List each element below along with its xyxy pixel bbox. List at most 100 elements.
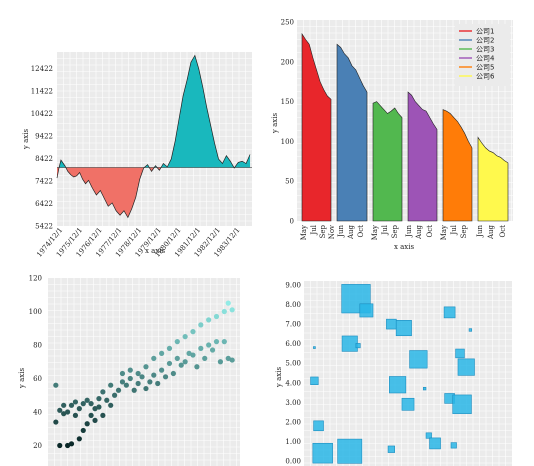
panel3-point xyxy=(162,374,169,380)
panel2-legend-label: 公司2 xyxy=(476,37,494,45)
panel4-y-tick-label: 7.00 xyxy=(285,321,301,329)
panel4-point xyxy=(395,320,412,337)
panel2-area-1 xyxy=(301,32,332,222)
panel3-point xyxy=(72,399,79,405)
panel3-point xyxy=(80,401,86,407)
panel3-point xyxy=(68,402,75,408)
panel3-point xyxy=(229,357,235,363)
panel1-y-tick-label: 10422 xyxy=(31,110,53,118)
panel3-y-tick-label: 20 xyxy=(33,442,42,450)
panel3-point xyxy=(206,342,212,348)
panel3-point xyxy=(202,355,208,361)
panel3-point xyxy=(72,412,79,418)
panel3-point xyxy=(127,367,133,373)
panel4-point xyxy=(423,387,427,391)
panel2-x-axis-label: x axis xyxy=(394,243,415,251)
panel2-x-tick-label: Aug xyxy=(415,224,423,240)
panel3-point xyxy=(213,313,220,320)
panel3-point xyxy=(108,382,114,388)
panel3-y-tick-label: 120 xyxy=(29,275,42,283)
panel3-point xyxy=(127,375,133,382)
panel2-legend-label: 公司3 xyxy=(476,46,494,54)
panel3-point xyxy=(57,407,63,413)
panel3-point xyxy=(221,308,227,315)
panel2-x-tick-label: Oct xyxy=(426,225,434,238)
panel3-point xyxy=(88,401,94,407)
panel3-point xyxy=(143,364,149,370)
panel2-x-tick-label: Oct xyxy=(499,225,507,238)
panel3-point xyxy=(198,345,204,351)
panel3-point xyxy=(194,364,200,370)
panel3-point xyxy=(190,329,196,335)
panel4-y-tick-label: 3.00 xyxy=(285,399,301,407)
panel2-area-5 xyxy=(442,109,473,222)
panel3-point xyxy=(225,355,231,361)
panel3-y-tick-label: 100 xyxy=(29,308,42,316)
panel3-point xyxy=(53,419,59,425)
panel4-point xyxy=(450,442,457,449)
panel3-point xyxy=(170,370,176,377)
panel3-point xyxy=(68,441,75,447)
panel2-y-tick-label: 50 xyxy=(285,178,294,186)
panel4-y-tick-label: 8.00 xyxy=(285,301,301,309)
panel4-point xyxy=(468,328,473,332)
panel2-area-4 xyxy=(407,91,438,222)
panel2-legend-label: 公司4 xyxy=(476,55,495,63)
panel2-x-tick-label: May xyxy=(300,225,308,240)
panel4-point xyxy=(425,432,432,439)
panel3-point xyxy=(182,334,188,340)
panel3-point xyxy=(104,397,110,403)
panel3-point xyxy=(61,402,67,408)
panel2-area-3 xyxy=(372,101,403,222)
panel4-point xyxy=(443,306,456,319)
panel3-point xyxy=(76,436,82,442)
panel3-point xyxy=(84,397,90,403)
panel3-point xyxy=(206,317,212,323)
panel4-point xyxy=(429,437,441,450)
panel3-point xyxy=(61,411,67,417)
panel3-point xyxy=(174,355,180,361)
panel3-background xyxy=(48,278,240,466)
panel3-y-axis-label: y axis xyxy=(18,368,26,390)
panel2-y-tick-label: 250 xyxy=(281,19,294,27)
panel2-x-tick-label: Jun xyxy=(405,225,413,238)
panel2-legend-label: 公司6 xyxy=(476,73,495,81)
panel3-point xyxy=(135,380,141,387)
panel4-y-axis-label: y axis xyxy=(275,367,283,389)
panel3-point xyxy=(64,442,71,449)
panel1-y-tick-label: 9422 xyxy=(35,133,53,141)
panel4-y-tick-label: 2.00 xyxy=(285,418,301,426)
panel2-legend-label: 公司1 xyxy=(476,28,494,36)
panel3-point xyxy=(88,412,94,418)
panel3-point xyxy=(57,442,63,449)
panel2-x-tick-label: Oct xyxy=(357,225,365,238)
panel1-x-axis-label: x axis xyxy=(145,247,166,255)
panel4-point xyxy=(455,348,465,359)
panel2-x-tick-label: May xyxy=(371,225,379,240)
panel2-x-tick-label: Sep xyxy=(319,224,327,238)
panel3-point xyxy=(119,370,126,377)
panel2-y-tick-label: 200 xyxy=(281,58,294,66)
panel3-point xyxy=(225,300,231,306)
panel1-area-below xyxy=(57,167,251,218)
panel3-point xyxy=(123,382,129,388)
panel4-point xyxy=(401,397,415,411)
panel3-point xyxy=(92,417,98,423)
panel2-x-tick-label: Aug xyxy=(347,224,355,240)
panel3-point xyxy=(178,362,184,368)
panel3-point xyxy=(159,350,165,356)
panel4-point xyxy=(387,445,395,453)
panel4-point xyxy=(457,358,475,376)
panel2-y-tick-label: 0 xyxy=(290,218,294,226)
panel2-area-6 xyxy=(477,136,509,222)
panel1-y-tick-label: 11422 xyxy=(31,88,53,96)
panel1-y-tick-label: 7422 xyxy=(35,178,53,186)
panel2-x-tick-label: Jul xyxy=(310,224,318,235)
panel3-point xyxy=(112,392,118,398)
panel3-point xyxy=(147,379,153,385)
panel3-point xyxy=(96,404,102,410)
panel2-y-tick-label: 150 xyxy=(281,98,294,106)
panel1-y-axis-label: y axis xyxy=(22,129,30,151)
panel3-point xyxy=(217,359,224,365)
panel4-point xyxy=(389,376,407,394)
